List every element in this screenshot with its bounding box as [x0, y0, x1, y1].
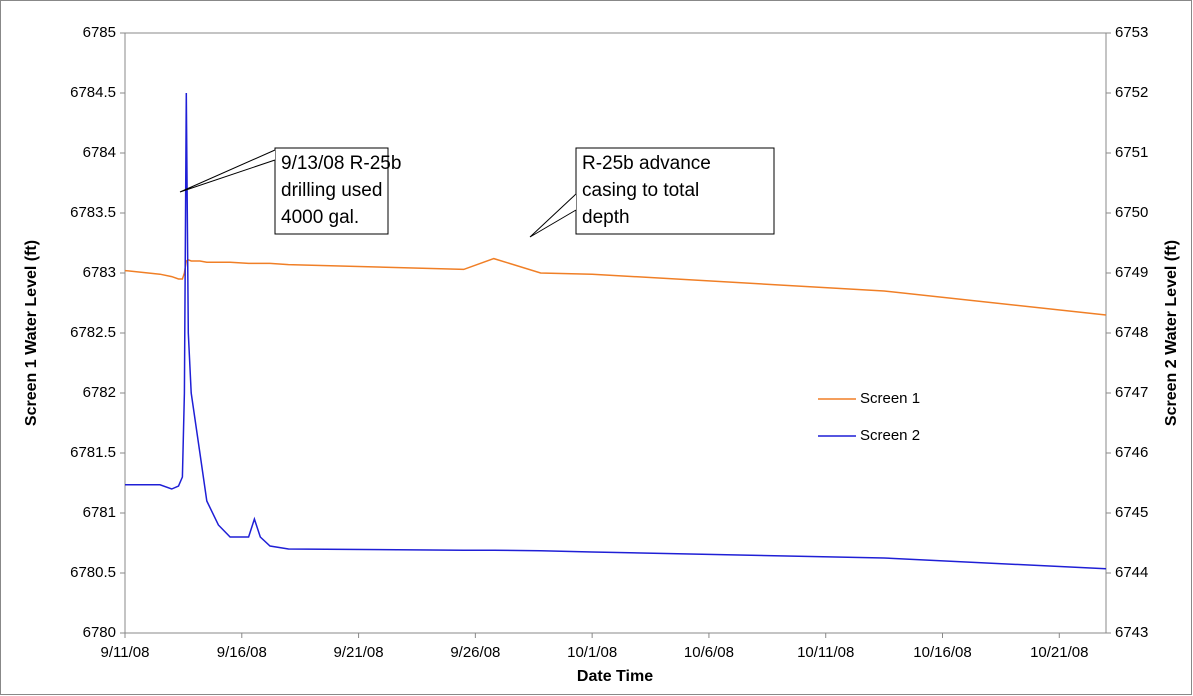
annotation-text: R-25b advance [582, 153, 711, 174]
y-tick-label: 6781 [83, 504, 116, 521]
y-tick-label: 6780.5 [70, 564, 116, 581]
y-tick-label: 6782.5 [70, 324, 116, 341]
y2-tick-label: 6748 [1115, 324, 1148, 341]
y-tick-label: 6780 [83, 624, 116, 641]
annotation-pointer [529, 193, 577, 238]
legend-label: Screen 1 [860, 390, 920, 407]
y-tick-label: 6781.5 [70, 444, 116, 461]
x-tick-label: 10/1/08 [567, 644, 617, 661]
y2-tick-label: 6749 [1115, 264, 1148, 281]
y2-tick-label: 6753 [1115, 24, 1148, 41]
annotation-text: drilling used [281, 180, 382, 201]
y2-tick-label: 6745 [1115, 504, 1148, 521]
y-axis-title: Screen 1 Water Level (ft) [23, 240, 40, 426]
y2-tick-label: 6747 [1115, 384, 1148, 401]
y2-tick-label: 6750 [1115, 204, 1148, 221]
x-tick-label: 9/26/08 [450, 644, 500, 661]
y-tick-label: 6784 [83, 144, 116, 161]
annotation-text: 4000 gal. [281, 207, 359, 228]
y2-tick-label: 6746 [1115, 444, 1148, 461]
x-tick-label: 9/11/08 [101, 644, 150, 661]
y-tick-label: 6785 [83, 24, 116, 41]
x-axis-title: Date Time [577, 668, 653, 685]
annotation-box [274, 147, 389, 235]
x-tick-label: 9/16/08 [217, 644, 267, 661]
x-tick-label: 10/11/08 [797, 644, 854, 661]
annotation-text: depth [582, 207, 630, 228]
y2-tick-label: 6743 [1115, 624, 1148, 641]
y2-tick-label: 6744 [1115, 564, 1148, 581]
y-tick-label: 6783 [83, 264, 116, 281]
y2-tick-label: 6751 [1115, 144, 1148, 161]
x-tick-label: 10/6/08 [684, 644, 734, 661]
y-tick-label: 6784.5 [70, 84, 116, 101]
annotation-pointer [179, 149, 276, 193]
annotation-box [575, 147, 775, 235]
y2-axis-title: Screen 2 Water Level (ft) [1163, 240, 1180, 426]
x-tick-label: 9/21/08 [334, 644, 384, 661]
series-line [125, 92, 1107, 570]
series-line [124, 257, 1107, 316]
legend-label: Screen 2 [860, 427, 920, 444]
annotation-text: casing to total [582, 180, 699, 201]
y-tick-label: 6782 [83, 384, 116, 401]
y2-tick-label: 6752 [1115, 84, 1148, 101]
x-tick-label: 10/16/08 [913, 644, 971, 661]
x-tick-label: 10/21/08 [1030, 644, 1088, 661]
annotation-text: 9/13/08 R-25b [281, 153, 401, 174]
y-tick-label: 6783.5 [70, 204, 116, 221]
